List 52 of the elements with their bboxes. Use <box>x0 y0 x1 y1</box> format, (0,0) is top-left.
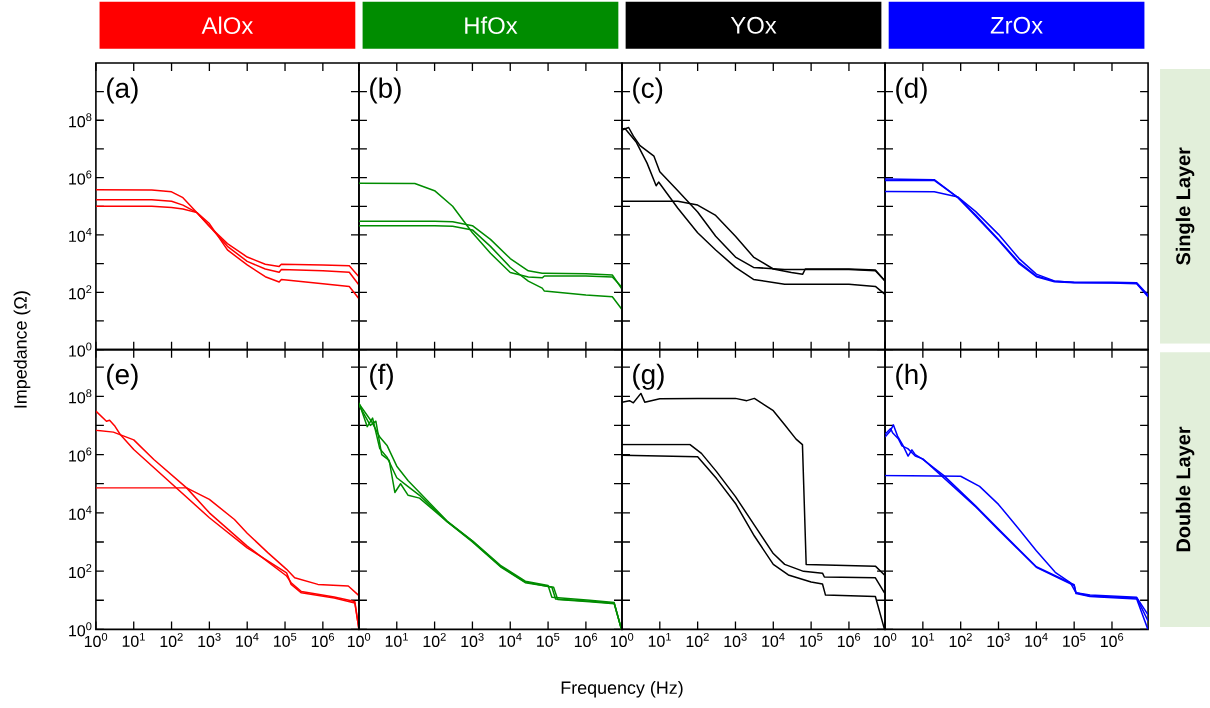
x-tick-label: 10$^{1}$ <box>911 632 935 647</box>
x-tick-label: 10$^{3}$ <box>198 632 221 647</box>
x-tick-label: 10$^{6}$ <box>837 632 861 647</box>
chart-title: HfOx <box>465 16 518 34</box>
chart-title: YOx <box>730 16 777 34</box>
x-tick-label: 10$^{5}$ <box>1063 632 1086 647</box>
y-tick-label: 10$^{2}$ <box>69 285 92 300</box>
x-tick-label: 10$^{2}$ <box>949 632 972 647</box>
x-tick-label: 10$^{6}$ <box>311 632 335 647</box>
x-tick-label: 10$^{2}$ <box>686 632 709 647</box>
x-tick-label: 10$^{3}$ <box>724 632 747 647</box>
x-tick-label: 10$^{0}$ <box>611 632 634 647</box>
y2-axis-title: Single Layer <box>1175 147 1195 265</box>
x-tick-label: 10$^{5}$ <box>537 632 560 647</box>
x-tick-label: 10$^{1}$ <box>122 632 145 647</box>
chart-title: AlOx <box>201 16 254 34</box>
x-tick-label: 10$^{2}$ <box>423 632 446 647</box>
y2-axis-title: Double Layer <box>1175 426 1195 552</box>
annotation: (b) <box>370 77 401 104</box>
x-tick-label: 10$^{6}$ <box>1101 632 1124 647</box>
x-tick-label: 10$^{4}$ <box>236 632 259 647</box>
x-tick-label: 10$^{5}$ <box>274 632 297 647</box>
x-tick-label: 10$^{0}$ <box>874 632 897 647</box>
x-tick-label: 10$^{3}$ <box>987 632 1010 647</box>
y-tick-label: 10$^{6}$ <box>69 447 92 462</box>
y-tick-label: 10$^{4}$ <box>69 227 92 242</box>
annotation: (h) <box>896 363 927 390</box>
x-tick-label: 10$^{2}$ <box>160 632 183 647</box>
x-tick-label: 10$^{3}$ <box>461 632 484 647</box>
annotation: (f) <box>370 363 393 390</box>
x-tick-label: 10$^{4}$ <box>1025 632 1048 647</box>
x-tick-label: 10$^{6}$ <box>574 632 598 647</box>
y-tick-label: 10$^{6}$ <box>69 170 92 185</box>
x-tick-label: 10$^{5}$ <box>800 632 823 647</box>
x-tick-label: 10$^{4}$ <box>762 632 785 647</box>
x-tick-label: 10$^{4}$ <box>499 632 522 647</box>
chart-title: ZrOx <box>990 16 1043 34</box>
x-tick-label: 10$^{0}$ <box>347 632 371 647</box>
y-tick-label: 10$^{2}$ <box>69 563 92 579</box>
x-tick-label: 10$^{1}$ <box>648 632 671 647</box>
y-tick-label: 10$^{8}$ <box>69 113 92 128</box>
y-tick-label: 10$^{0}$ <box>69 342 92 357</box>
annotation: (a) <box>107 77 138 104</box>
annotation: (d) <box>896 77 927 104</box>
x-axis-title: Frequency (Hz) <box>561 680 683 698</box>
x-tick-label: 10$^{1}$ <box>385 632 408 647</box>
y-tick-label: 10$^{4}$ <box>69 505 92 520</box>
annotation: (e) <box>107 363 138 390</box>
annotation: (c) <box>633 77 663 104</box>
y-axis-title: Impedance (Ω) <box>13 291 31 408</box>
y-tick-label: 10$^{8}$ <box>69 389 92 404</box>
annotation: (g) <box>633 363 664 390</box>
